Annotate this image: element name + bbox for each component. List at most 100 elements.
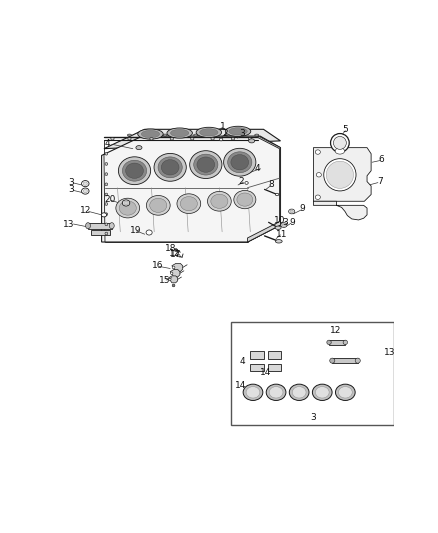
Text: 11: 11 <box>276 230 287 239</box>
Polygon shape <box>88 223 112 229</box>
Ellipse shape <box>105 183 108 185</box>
Ellipse shape <box>246 386 260 398</box>
Text: 3: 3 <box>240 129 245 138</box>
Ellipse shape <box>315 150 320 154</box>
FancyBboxPatch shape <box>231 322 394 425</box>
Ellipse shape <box>343 340 347 344</box>
Ellipse shape <box>316 173 321 177</box>
Text: 15: 15 <box>159 276 171 285</box>
Ellipse shape <box>154 154 186 181</box>
Ellipse shape <box>231 155 249 170</box>
Ellipse shape <box>110 223 114 229</box>
Polygon shape <box>92 230 110 235</box>
Polygon shape <box>329 340 345 344</box>
Ellipse shape <box>127 134 131 136</box>
Ellipse shape <box>150 138 153 140</box>
Polygon shape <box>314 201 367 220</box>
Ellipse shape <box>105 223 108 225</box>
Ellipse shape <box>141 131 159 138</box>
Ellipse shape <box>150 198 167 213</box>
Text: 4: 4 <box>239 357 245 366</box>
Ellipse shape <box>105 232 108 235</box>
FancyBboxPatch shape <box>268 351 281 359</box>
Ellipse shape <box>85 223 91 229</box>
Text: 4: 4 <box>105 139 110 148</box>
Text: 2: 2 <box>223 129 228 138</box>
Ellipse shape <box>105 203 108 205</box>
Ellipse shape <box>269 386 283 398</box>
Text: 17: 17 <box>170 251 181 260</box>
Ellipse shape <box>180 197 198 211</box>
Ellipse shape <box>225 126 251 136</box>
Text: 13: 13 <box>63 220 75 229</box>
Ellipse shape <box>158 157 182 178</box>
Ellipse shape <box>176 251 178 252</box>
Polygon shape <box>314 148 371 201</box>
FancyBboxPatch shape <box>250 351 264 359</box>
Text: 20: 20 <box>104 195 116 204</box>
Text: 12: 12 <box>330 326 341 335</box>
Text: 19: 19 <box>130 226 141 235</box>
Text: 12: 12 <box>169 249 180 258</box>
Ellipse shape <box>146 230 152 235</box>
Ellipse shape <box>336 384 355 400</box>
Ellipse shape <box>167 128 192 138</box>
Text: 2: 2 <box>238 177 244 186</box>
Ellipse shape <box>105 163 108 165</box>
Ellipse shape <box>81 188 89 194</box>
Ellipse shape <box>228 152 252 173</box>
Polygon shape <box>102 136 280 242</box>
Ellipse shape <box>196 127 222 138</box>
Ellipse shape <box>177 194 201 214</box>
Text: 7: 7 <box>377 177 383 187</box>
Ellipse shape <box>234 190 256 209</box>
Ellipse shape <box>290 384 309 400</box>
Ellipse shape <box>123 160 147 181</box>
Ellipse shape <box>315 195 320 199</box>
Ellipse shape <box>191 138 194 140</box>
Ellipse shape <box>170 138 173 140</box>
Ellipse shape <box>211 194 228 208</box>
Ellipse shape <box>116 198 140 218</box>
Ellipse shape <box>282 224 286 227</box>
Ellipse shape <box>225 134 229 136</box>
Text: 1: 1 <box>220 122 226 131</box>
Polygon shape <box>104 130 280 149</box>
Ellipse shape <box>355 358 360 363</box>
Ellipse shape <box>124 201 128 205</box>
Text: 3: 3 <box>310 413 316 422</box>
Ellipse shape <box>243 384 263 400</box>
Text: 18: 18 <box>166 244 177 253</box>
Ellipse shape <box>327 340 331 344</box>
Ellipse shape <box>335 148 345 154</box>
Ellipse shape <box>312 384 332 400</box>
Text: 4: 4 <box>255 164 261 173</box>
Ellipse shape <box>330 358 335 363</box>
Text: 14: 14 <box>235 382 247 391</box>
Ellipse shape <box>292 386 306 398</box>
Ellipse shape <box>138 129 163 139</box>
Ellipse shape <box>122 200 130 206</box>
Text: 5: 5 <box>343 125 348 134</box>
Text: 8: 8 <box>268 181 274 189</box>
Ellipse shape <box>136 146 142 150</box>
Ellipse shape <box>105 193 108 196</box>
FancyBboxPatch shape <box>250 364 264 372</box>
Ellipse shape <box>177 254 180 257</box>
Ellipse shape <box>208 191 231 211</box>
Ellipse shape <box>170 130 189 136</box>
Ellipse shape <box>281 223 287 228</box>
Ellipse shape <box>105 173 108 175</box>
Ellipse shape <box>175 248 177 251</box>
Ellipse shape <box>83 189 87 193</box>
Ellipse shape <box>172 266 175 269</box>
FancyBboxPatch shape <box>268 364 281 372</box>
Polygon shape <box>172 263 183 271</box>
Text: 3: 3 <box>68 178 74 187</box>
Ellipse shape <box>211 138 214 140</box>
Ellipse shape <box>126 163 143 179</box>
Text: 6: 6 <box>378 155 384 164</box>
Ellipse shape <box>339 386 352 398</box>
Ellipse shape <box>290 210 293 213</box>
Ellipse shape <box>231 138 235 140</box>
